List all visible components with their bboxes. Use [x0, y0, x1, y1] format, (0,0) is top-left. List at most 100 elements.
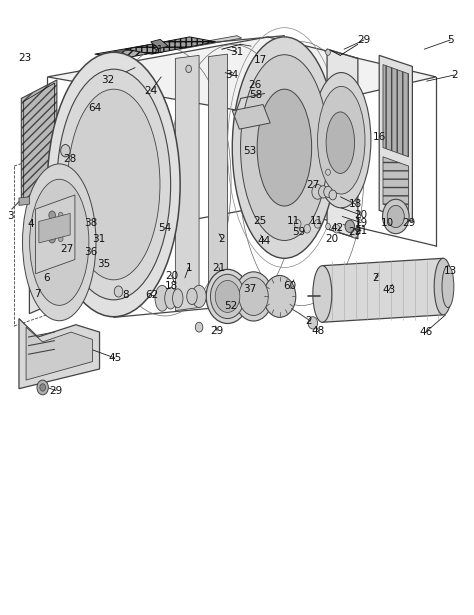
Text: 19: 19 [355, 218, 368, 228]
Circle shape [58, 212, 63, 218]
Text: 29: 29 [348, 228, 361, 237]
Circle shape [383, 199, 409, 234]
Text: 43: 43 [382, 285, 395, 295]
Circle shape [324, 186, 332, 197]
Ellipse shape [164, 288, 176, 309]
Ellipse shape [192, 285, 206, 308]
Polygon shape [21, 80, 57, 203]
Circle shape [49, 226, 55, 235]
Circle shape [387, 205, 404, 228]
Circle shape [263, 84, 268, 91]
Circle shape [186, 65, 191, 73]
Circle shape [326, 169, 330, 175]
Ellipse shape [187, 288, 197, 304]
Polygon shape [232, 105, 270, 129]
Text: 62: 62 [145, 290, 158, 300]
Text: 51: 51 [150, 46, 163, 55]
Polygon shape [39, 213, 70, 243]
Text: 27: 27 [61, 244, 74, 254]
Circle shape [58, 236, 63, 242]
Text: 37: 37 [244, 284, 257, 294]
Circle shape [312, 184, 323, 199]
Text: 42: 42 [331, 223, 344, 232]
Circle shape [195, 322, 203, 332]
Text: 29: 29 [210, 326, 224, 336]
Ellipse shape [155, 285, 169, 311]
Polygon shape [379, 55, 412, 221]
Text: 25: 25 [253, 216, 266, 226]
Circle shape [351, 229, 358, 238]
Text: 31: 31 [230, 47, 244, 57]
Text: 3: 3 [7, 212, 14, 221]
Circle shape [304, 224, 310, 233]
Text: 52: 52 [225, 301, 238, 311]
Polygon shape [383, 65, 409, 157]
Circle shape [308, 317, 318, 329]
Text: 27: 27 [306, 180, 319, 189]
Circle shape [61, 145, 70, 157]
Text: 29: 29 [49, 386, 63, 395]
Circle shape [114, 286, 123, 297]
Text: 38: 38 [84, 218, 98, 228]
Text: 2: 2 [451, 70, 457, 80]
Ellipse shape [326, 112, 355, 173]
Ellipse shape [47, 52, 180, 317]
Text: 54: 54 [158, 223, 172, 232]
Text: 32: 32 [101, 75, 115, 85]
Ellipse shape [442, 266, 454, 308]
Polygon shape [19, 197, 29, 205]
Text: 16: 16 [373, 132, 386, 141]
Circle shape [314, 220, 321, 228]
Text: 20: 20 [325, 234, 338, 244]
Circle shape [49, 211, 55, 220]
Polygon shape [29, 171, 89, 314]
Text: 10: 10 [381, 218, 394, 228]
Polygon shape [36, 195, 75, 274]
Text: 5: 5 [447, 35, 454, 45]
Text: 36: 36 [84, 247, 98, 257]
Text: 2: 2 [306, 316, 312, 326]
Circle shape [294, 220, 301, 228]
Text: 29: 29 [402, 218, 415, 228]
Text: 60: 60 [283, 281, 297, 291]
Circle shape [329, 190, 337, 200]
Text: 35: 35 [97, 260, 110, 269]
Text: 53: 53 [244, 146, 257, 156]
Ellipse shape [257, 89, 311, 206]
Text: 2: 2 [219, 234, 225, 244]
Ellipse shape [235, 272, 273, 321]
Polygon shape [322, 258, 443, 322]
Circle shape [37, 380, 48, 395]
Circle shape [260, 70, 266, 77]
Text: 2: 2 [372, 273, 379, 283]
Ellipse shape [57, 69, 171, 300]
Ellipse shape [215, 280, 240, 312]
Circle shape [333, 224, 340, 233]
Text: 18: 18 [349, 199, 362, 209]
Ellipse shape [232, 37, 337, 258]
Text: 21: 21 [355, 226, 368, 236]
Text: 13: 13 [444, 266, 457, 276]
Text: 26: 26 [248, 80, 262, 90]
Polygon shape [175, 55, 199, 311]
Ellipse shape [313, 266, 332, 322]
Ellipse shape [210, 274, 245, 319]
Text: 23: 23 [18, 54, 31, 63]
Ellipse shape [67, 89, 160, 280]
Text: 44: 44 [258, 236, 271, 246]
Ellipse shape [434, 258, 452, 315]
Ellipse shape [173, 289, 183, 308]
Polygon shape [95, 39, 209, 58]
Text: 64: 64 [88, 103, 101, 113]
Text: 48: 48 [312, 326, 325, 336]
Circle shape [58, 228, 63, 234]
Text: 18: 18 [165, 281, 178, 291]
Ellipse shape [311, 73, 371, 208]
Ellipse shape [30, 180, 89, 306]
Text: 31: 31 [92, 234, 105, 244]
Ellipse shape [206, 269, 249, 323]
Circle shape [326, 223, 330, 229]
Text: 1: 1 [185, 263, 192, 272]
Text: 11: 11 [287, 216, 301, 226]
Text: 20: 20 [165, 271, 178, 280]
